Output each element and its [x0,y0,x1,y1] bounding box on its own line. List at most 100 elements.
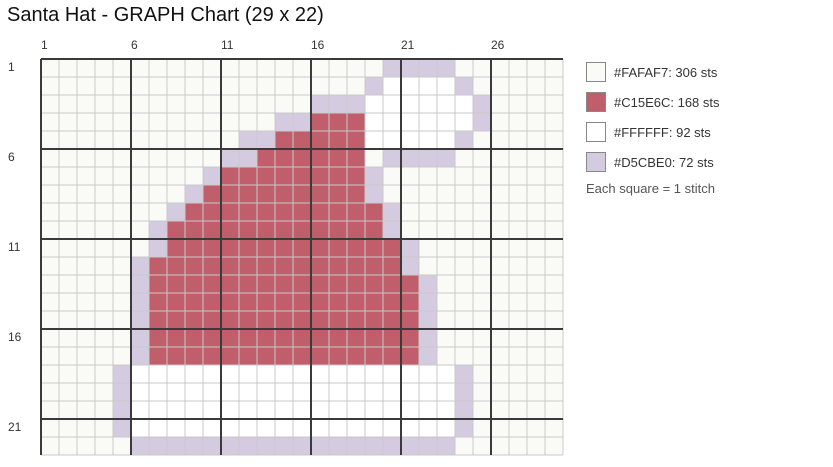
stitch-cell [401,185,419,203]
stitch-cell [383,95,401,113]
stitch-cell [257,167,275,185]
stitch-cell [383,239,401,257]
stitch-cell [113,437,131,455]
stitch-cell [509,383,527,401]
stitch-cell [401,113,419,131]
stitch-cell [41,239,59,257]
stitch-cell [77,95,95,113]
stitch-cell [365,149,383,167]
stitch-cell [401,131,419,149]
stitch-cell [41,365,59,383]
stitch-cell [329,383,347,401]
stitch-cell [41,275,59,293]
stitch-cell [527,185,545,203]
stitch-cell [455,131,473,149]
stitch-cell [95,59,113,77]
stitch-cell [203,95,221,113]
stitch-cell [203,437,221,455]
stitch-cell [347,239,365,257]
stitch-cell [347,203,365,221]
stitch-cell [311,95,329,113]
stitch-cell [221,185,239,203]
stitch-cell [419,59,437,77]
stitch-cell [401,437,419,455]
stitch-cell [167,311,185,329]
stitch-cell [491,383,509,401]
legend-swatch [586,62,606,82]
stitch-cell [59,257,77,275]
stitch-cell [329,203,347,221]
stitch-cell [455,329,473,347]
stitch-cell [383,185,401,203]
stitch-cell [311,437,329,455]
stitch-cell [401,77,419,95]
stitch-cell [203,203,221,221]
stitch-cell [437,239,455,257]
stitch-cell [401,59,419,77]
stitch-cell [365,203,383,221]
stitch-cell [239,131,257,149]
stitch-cell [293,221,311,239]
stitch-cell [419,113,437,131]
stitch-cell [437,113,455,131]
stitch-cell [59,239,77,257]
stitch-cell [455,167,473,185]
stitch-cell [185,275,203,293]
column-tick-label: 26 [491,38,505,52]
stitch-cell [203,311,221,329]
stitch-cell [473,383,491,401]
legend-item: #FAFAF7: 306 sts [586,61,720,83]
stitch-cell [509,293,527,311]
stitch-cell [131,59,149,77]
stitch-cell [347,329,365,347]
stitch-cell [77,401,95,419]
stitch-cell [203,383,221,401]
stitch-cell [149,221,167,239]
stitch-cell [95,275,113,293]
stitch-cell [419,149,437,167]
stitch-cell [185,167,203,185]
stitch-cell [329,221,347,239]
stitch-cell [95,329,113,347]
stitch-cell [545,221,563,239]
stitch-cell [383,401,401,419]
stitch-cell [491,113,509,131]
stitch-cell [365,365,383,383]
stitch-cell [329,347,347,365]
stitch-cell [383,113,401,131]
stitch-cell [311,329,329,347]
stitch-cell [95,203,113,221]
stitch-cell [77,275,95,293]
stitch-cell [437,419,455,437]
stitch-cell [347,383,365,401]
stitch-cell [401,365,419,383]
stitch-cell [275,419,293,437]
stitch-cell [419,365,437,383]
stitch-cell [365,77,383,95]
stitch-cell [257,329,275,347]
stitch-cell [545,131,563,149]
stitch-cell [401,167,419,185]
legend-label: #C15E6C: 168 sts [614,94,720,110]
stitch-cell [239,59,257,77]
stitch-cell [275,167,293,185]
stitch-cell [509,149,527,167]
stitch-cell [383,311,401,329]
stitch-cell [41,95,59,113]
stitch-cell [113,401,131,419]
stitch-cell [203,185,221,203]
stitch-cell [77,293,95,311]
stitch-cell [491,167,509,185]
stitch-cell [545,419,563,437]
stitch-cell [527,383,545,401]
stitch-cell [149,329,167,347]
stitch-cell [221,275,239,293]
stitch-cell [455,239,473,257]
stitch-cell [527,221,545,239]
stitch-cell [275,383,293,401]
stitch-cell [509,95,527,113]
stitch-cell [221,437,239,455]
stitch-cell [41,221,59,239]
stitch-cell [95,437,113,455]
stitch-cell [419,131,437,149]
